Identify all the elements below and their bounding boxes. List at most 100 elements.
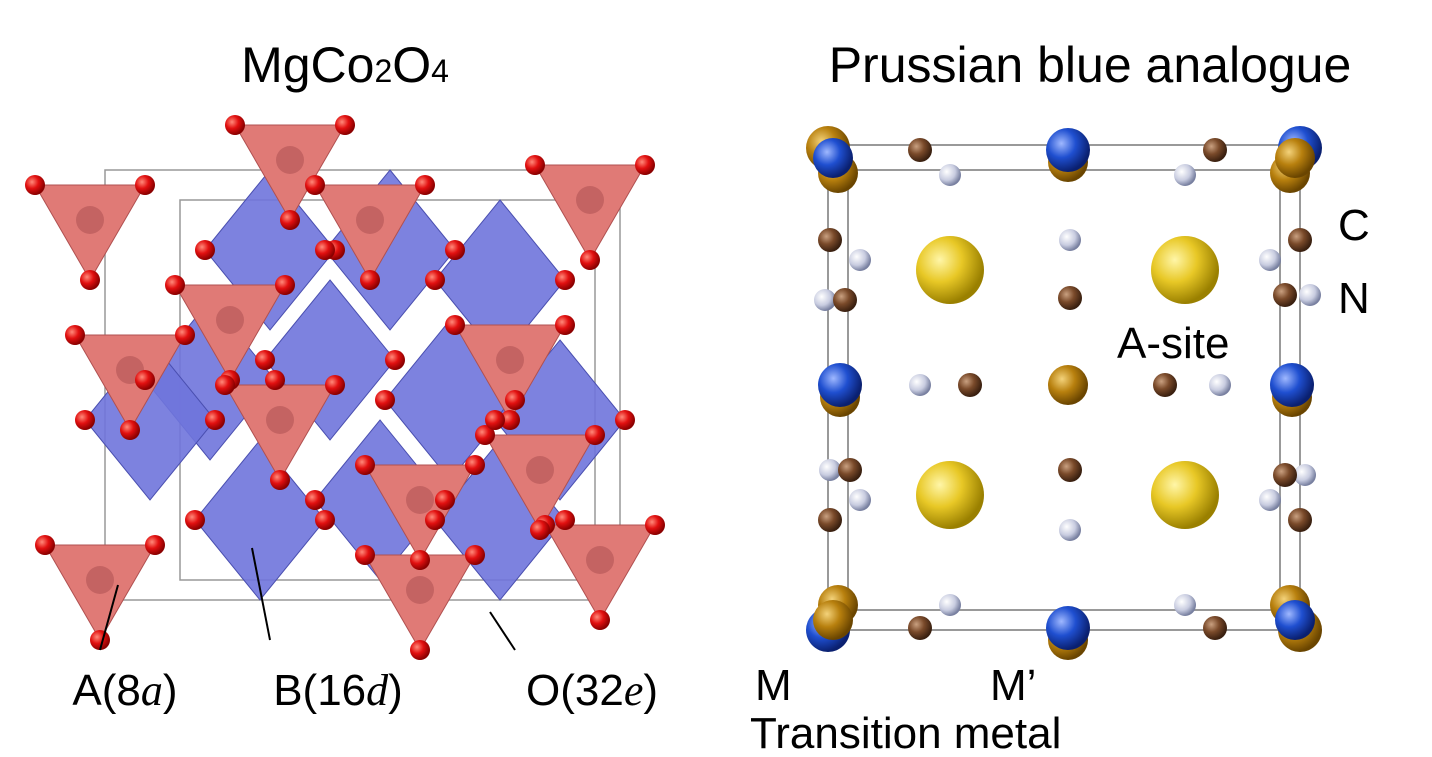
- octahedron: [194, 439, 326, 601]
- nitrogen-atom: [1174, 164, 1196, 186]
- oxygen-atom: [280, 210, 300, 230]
- oxygen-atom: [445, 240, 465, 260]
- carbon-atom: [833, 288, 857, 312]
- oxygen-atom: [145, 535, 165, 555]
- metal-label: Transition metal: [750, 709, 1061, 757]
- cation: [86, 566, 114, 594]
- oxygen-atom: [590, 610, 610, 630]
- oxygen-atom: [165, 275, 185, 295]
- carbon-atom: [818, 228, 842, 252]
- oxygen-atom: [415, 175, 435, 195]
- site-label: A-site: [1117, 319, 1229, 368]
- oxygen-atom: [530, 520, 550, 540]
- oxygen-atom: [135, 370, 155, 390]
- metal-atom: [1270, 363, 1314, 407]
- nitrogen-atom: [1209, 374, 1231, 396]
- oxygen-atom: [635, 155, 655, 175]
- title-subscript: 4: [431, 53, 449, 89]
- cation: [406, 576, 434, 604]
- oxygen-atom: [645, 515, 665, 535]
- carbon-atom: [1288, 508, 1312, 532]
- a-site-atom: [1151, 461, 1219, 529]
- a-site-atom: [916, 236, 984, 304]
- oxygen-atom: [185, 510, 205, 530]
- metal-label: M: [755, 661, 792, 710]
- oxygen-atom: [410, 640, 430, 660]
- cation: [586, 546, 614, 574]
- nitrogen-atom: [909, 374, 931, 396]
- oxygen-atom: [270, 470, 290, 490]
- cation: [266, 406, 294, 434]
- oxygen-atom: [120, 420, 140, 440]
- label-italic: e: [624, 666, 644, 715]
- oxygen-atom: [315, 240, 335, 260]
- right-title: Prussian blue analogue: [829, 37, 1352, 93]
- cation: [216, 306, 244, 334]
- metal-atom: [1275, 138, 1315, 178]
- oxygen-atom: [65, 325, 85, 345]
- nitrogen-atom: [1294, 464, 1316, 486]
- oxygen-atom: [410, 550, 430, 570]
- nitrogen-atom: [814, 289, 836, 311]
- metal-atom: [1046, 128, 1090, 172]
- oxygen-atom: [195, 240, 215, 260]
- oxygen-atom: [355, 545, 375, 565]
- metal-atom: [818, 363, 862, 407]
- carbon-atom: [1058, 286, 1082, 310]
- oxygen-atom: [215, 375, 235, 395]
- oxygen-atom: [425, 270, 445, 290]
- oxygen-atom: [205, 410, 225, 430]
- metal-atom: [813, 600, 853, 640]
- carbon-atom: [908, 616, 932, 640]
- carbon-atom: [1288, 228, 1312, 252]
- carbon-atom: [1153, 373, 1177, 397]
- metal-atom: [1046, 606, 1090, 650]
- oxygen-atom: [305, 490, 325, 510]
- carbon-atom: [838, 458, 862, 482]
- site-label: O(32e): [526, 666, 658, 715]
- oxygen-atom: [35, 535, 55, 555]
- nitrogen-atom: [1259, 489, 1281, 511]
- pointer: [99, 584, 119, 651]
- cation: [576, 186, 604, 214]
- nitrogen-atom: [1059, 229, 1081, 251]
- oxygen-atom: [375, 390, 395, 410]
- nitrogen-atom: [1174, 594, 1196, 616]
- metal-label: M’: [990, 661, 1036, 710]
- carbon-atom: [908, 138, 932, 162]
- oxygen-atom: [500, 410, 520, 430]
- oxygen-atom: [135, 175, 155, 195]
- label-part: B(16: [273, 666, 366, 715]
- carbon-atom: [958, 373, 982, 397]
- label-part: ): [643, 666, 658, 715]
- site-label: A(8a): [72, 666, 177, 715]
- cation: [76, 206, 104, 234]
- oxygen-atom: [275, 275, 295, 295]
- title-part: O: [392, 37, 431, 93]
- oxygen-atom: [580, 250, 600, 270]
- nitrogen-atom: [819, 459, 841, 481]
- cation: [496, 346, 524, 374]
- spinel-structure: [25, 115, 665, 660]
- a-site-atom: [916, 461, 984, 529]
- carbon-atom: [818, 508, 842, 532]
- prussian-blue-structure: [806, 126, 1322, 660]
- oxygen-atom: [485, 410, 505, 430]
- oxygen-atom: [585, 425, 605, 445]
- oxygen-atom: [425, 510, 445, 530]
- oxygen-atom: [325, 375, 345, 395]
- nitrogen-atom: [849, 249, 871, 271]
- cation: [356, 206, 384, 234]
- oxygen-atom: [555, 315, 575, 335]
- site-label: B(16d): [273, 666, 403, 715]
- metal-atom: [1048, 365, 1088, 405]
- cation: [276, 146, 304, 174]
- nitrogen-atom: [1059, 519, 1081, 541]
- oxygen-atom: [465, 545, 485, 565]
- metal-atom: [813, 138, 853, 178]
- oxygen-atom: [335, 115, 355, 135]
- oxygen-atom: [525, 155, 545, 175]
- nitrogen-atom: [1299, 284, 1321, 306]
- title-part: MgCo: [241, 37, 374, 93]
